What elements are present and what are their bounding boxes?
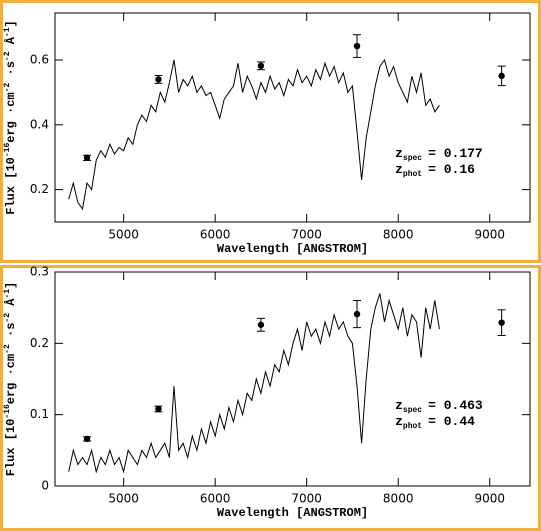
y-tick-label: 0: [41, 479, 49, 493]
y-axis-label-part: -2: [3, 51, 12, 61]
redshift-symbol: z: [395, 146, 403, 161]
redshift-symbol: z: [395, 162, 403, 177]
y-axis-label-part: Flux [10: [4, 157, 18, 215]
x-axis-label: Wavelength [ANGSTROM]: [217, 506, 368, 520]
y-axis-label-part: -16: [3, 404, 12, 419]
photometry-point: [83, 435, 91, 443]
y-tick-label: 0.3: [30, 265, 49, 279]
y-axis-label-part: ·s: [4, 61, 18, 83]
redshift-annotation: zspec = 0.177: [395, 146, 483, 163]
x-axis-label: Wavelength [ANGSTROM]: [217, 242, 368, 256]
spectrum-line: [68, 58, 440, 211]
redshift-subscript: phot: [403, 422, 422, 431]
photometry-point: [257, 321, 265, 328]
redshift-symbol: z: [395, 398, 403, 413]
y-axis-label-part: ·s: [4, 323, 18, 345]
y-tick-label: 0.2: [30, 336, 49, 350]
photometry-point: [83, 154, 91, 162]
y-axis-label-part: Å: [3, 298, 18, 313]
y-axis-label-part: Å: [3, 36, 18, 51]
x-tick-label: 6000: [200, 492, 231, 506]
redshift-subscript: phot: [403, 170, 422, 179]
plot: 5000 6000 7000 8000 9000 0.2 0.4 0.6 Wavelength …: [3, 12, 531, 256]
x-tick-label: 9000: [474, 492, 505, 506]
plot: 5000 6000 7000 8000 9000 0 0.1 0.2 0.3 Wavelength…: [3, 265, 531, 520]
redshift-value: = 0.44: [428, 414, 475, 429]
panel-frame: [0, 0, 541, 263]
y-tick-label: 0.1: [30, 407, 49, 421]
y-axis-label-part: Flux [10: [4, 419, 18, 477]
photometry-point: [498, 319, 505, 326]
x-tick-label: 7000: [291, 492, 322, 506]
y-axis-label-part: erg ·cm: [4, 92, 18, 142]
y-axis-label-part: ]: [4, 282, 18, 289]
redshift-value: = 0.177: [428, 146, 483, 161]
x-tick-label: 8000: [383, 492, 414, 506]
y-axis-label-part: -1: [3, 27, 12, 37]
y-axis-label: Flux [10-16erg ·cm-2 ·s-2 Å-1]: [3, 282, 18, 476]
y-axis-label-part: -16: [3, 143, 12, 158]
y-axis-label: Flux [10-16erg ·cm-2 ·s-2 Å-1]: [3, 20, 18, 214]
redshift-value: = 0.16: [428, 162, 475, 177]
photometry-point: [155, 76, 162, 83]
x-tick-label: 5000: [108, 228, 139, 242]
redshift-annotation: zphot = 0.44: [395, 414, 475, 431]
y-axis-label-part: -2: [3, 83, 12, 93]
y-tick-label: 0.4: [30, 117, 49, 131]
plot-area: [54, 271, 531, 487]
y-axis-label-part: -2: [3, 313, 12, 323]
y-axis-label-part: erg ·cm: [4, 354, 18, 404]
y-tick-label: 0.2: [30, 182, 49, 196]
photometry-point: [155, 405, 162, 413]
x-tick-label: 5000: [108, 492, 139, 506]
photometry-point: [257, 62, 265, 70]
plot-area: [54, 12, 531, 223]
photometry-point: [353, 42, 361, 50]
redshift-annotation: zspec = 0.463: [395, 398, 483, 415]
redshift-subscript: spec: [403, 154, 422, 163]
redshift-subscript: spec: [403, 406, 422, 415]
photometry-point: [353, 310, 361, 318]
photometry-point: [498, 72, 505, 80]
y-axis-label-part: ]: [4, 20, 18, 27]
spectrum-line: [68, 293, 440, 474]
x-tick-label: 7000: [291, 228, 322, 242]
y-tick-label: 0.6: [30, 52, 49, 66]
redshift-annotation: zphot = 0.16: [395, 162, 475, 179]
y-axis-label-part: -1: [3, 289, 12, 299]
x-tick-label: 8000: [383, 228, 414, 242]
x-tick-label: 6000: [200, 228, 231, 242]
redshift-value: = 0.463: [428, 398, 483, 413]
x-tick-label: 9000: [474, 228, 505, 242]
y-axis-label-part: -2: [3, 344, 12, 354]
redshift-symbol: z: [395, 414, 403, 429]
